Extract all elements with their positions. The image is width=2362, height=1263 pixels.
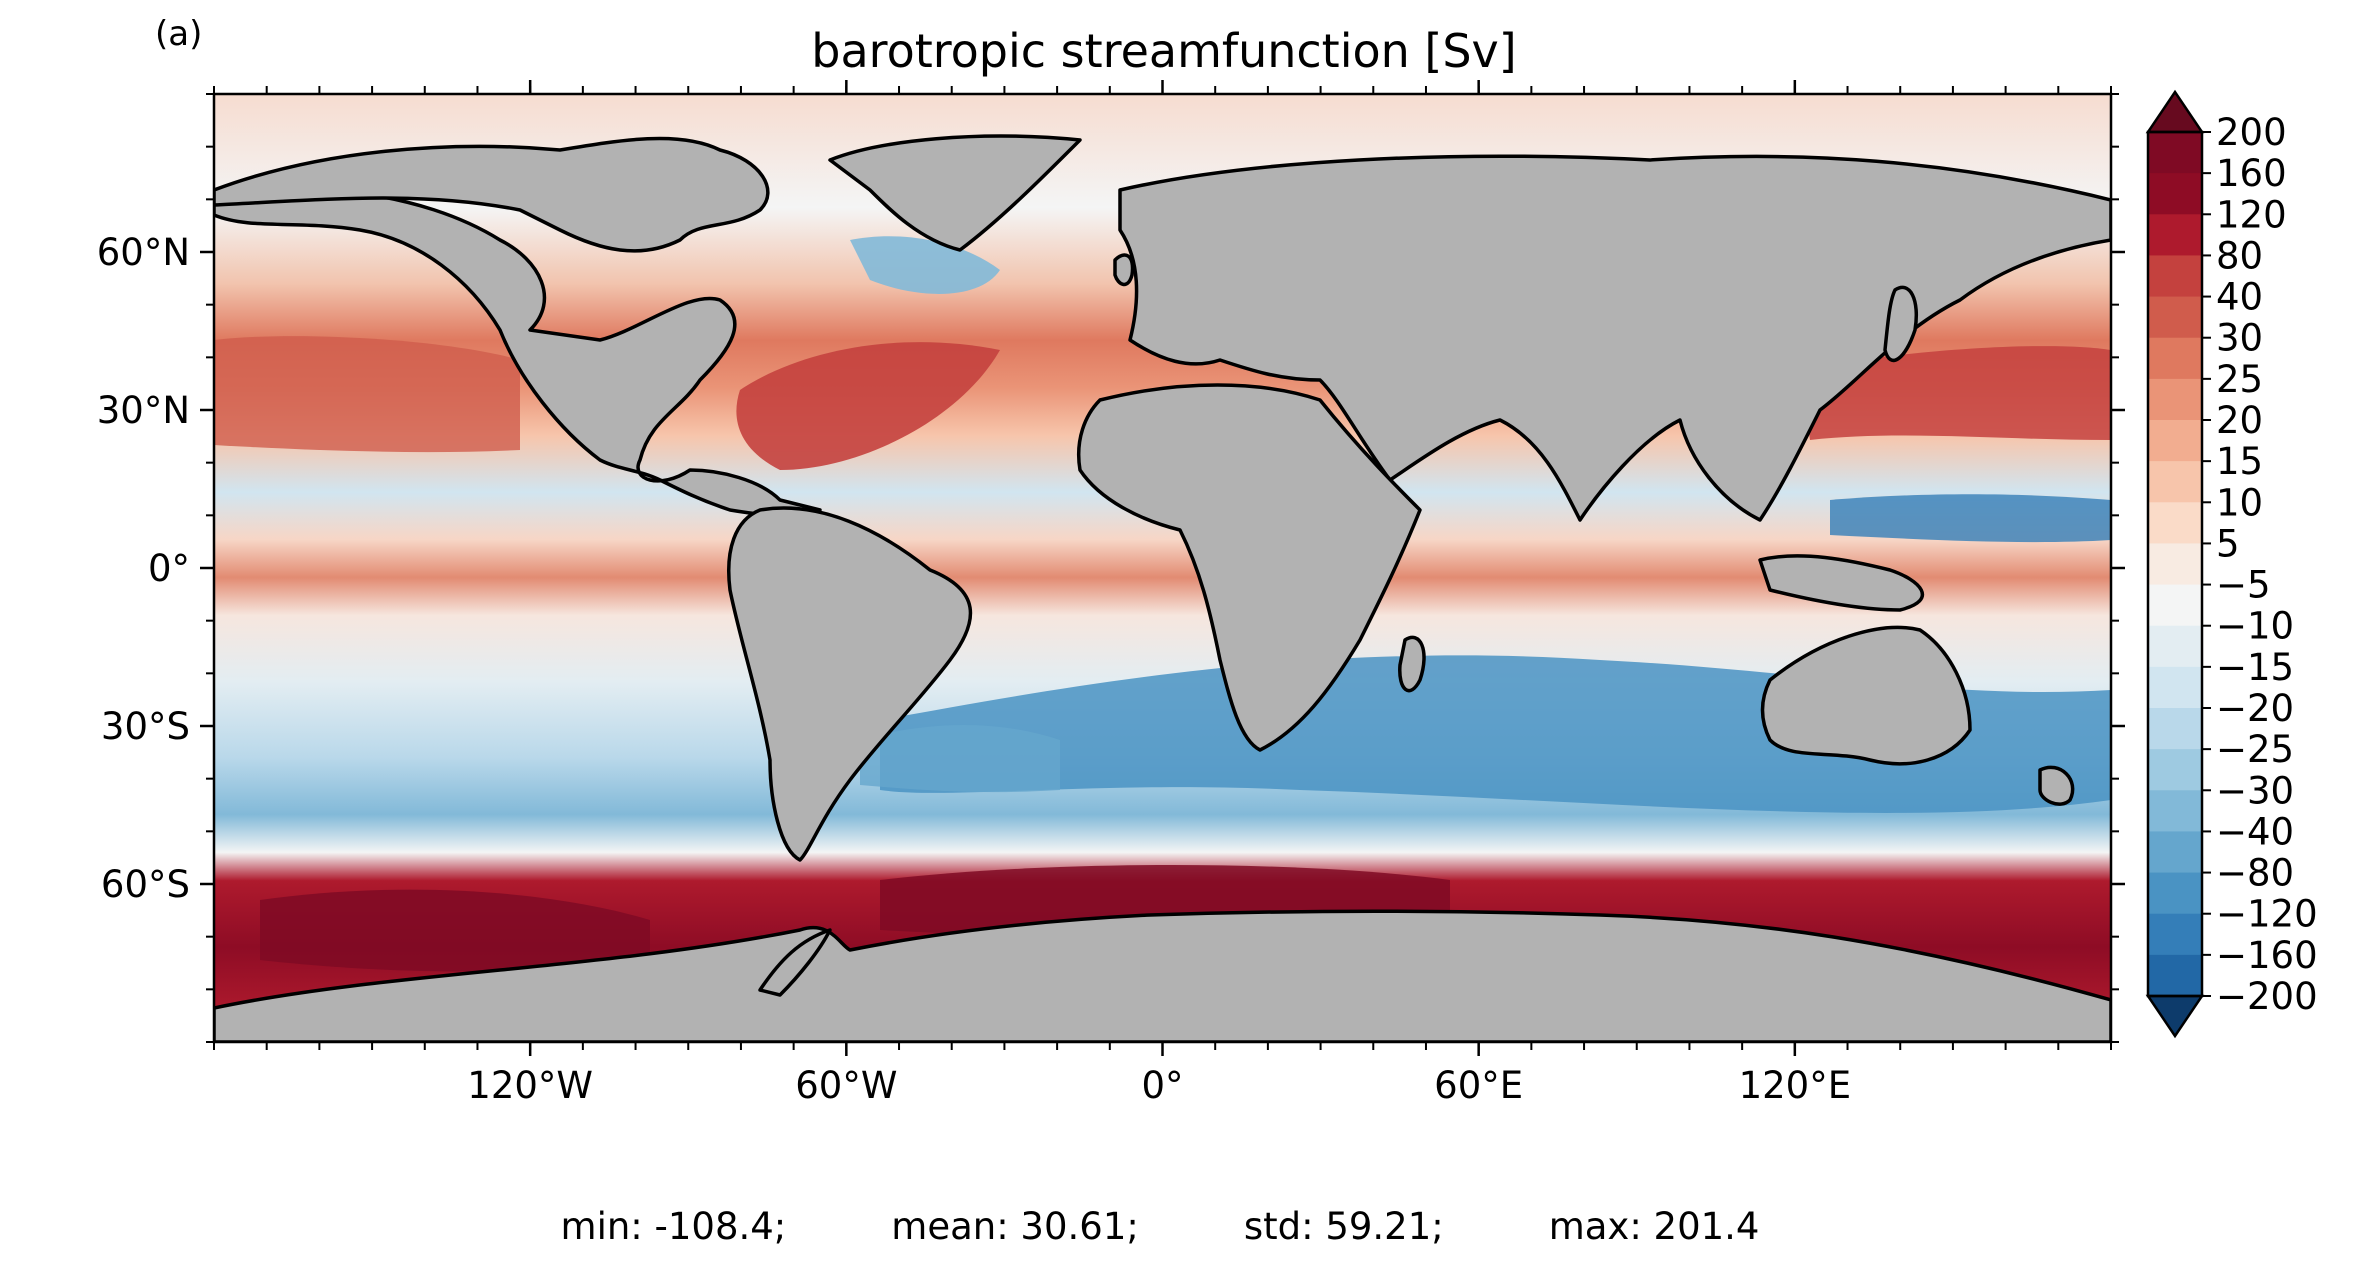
africa <box>1077 383 1422 752</box>
colorbar-tick-label: 80 <box>2216 234 2263 277</box>
madagascar <box>1398 635 1426 693</box>
colorbar-tick-label: 10 <box>2216 481 2263 524</box>
lon-ticks: 120°W 60°W 0° 60°E 120°E <box>213 80 2112 1107</box>
land <box>214 134 2111 1042</box>
colorbar: 200160120804030252015105−5−10−15−20−25−3… <box>2145 89 2318 1039</box>
australia <box>1760 625 1972 766</box>
tropical-pacific-blue <box>1830 494 2111 543</box>
colorbar-tick-label: 160 <box>2216 152 2287 195</box>
map-panel <box>214 94 2111 1042</box>
panel-label: (a) <box>155 14 203 54</box>
colorbar-segment <box>2148 132 2202 174</box>
labrador-sea <box>850 236 1000 294</box>
colorbar-frame <box>2146 130 2204 998</box>
colorbar-tick-label: −200 <box>2216 975 2318 1018</box>
stat-mean: mean: 30.61; <box>891 1205 1139 1248</box>
colorbar-segment <box>2148 954 2202 997</box>
colorbar-segment <box>2148 625 2202 668</box>
colorbar-tick-label: −15 <box>2216 646 2294 689</box>
colorbar-segment <box>2148 337 2202 380</box>
kuroshio <box>1800 346 2111 440</box>
colorbar-tick-label: −80 <box>2216 852 2294 895</box>
stat-max: max: 201.4 <box>1548 1205 1760 1248</box>
lon-tick-label: 60°W <box>795 1064 897 1107</box>
lat-tick-label: 60°N <box>97 231 190 274</box>
colorbar-segment <box>2148 420 2202 462</box>
colorbar-tick-label: −30 <box>2216 769 2294 812</box>
eurasia <box>1118 154 2111 522</box>
colorbar-segment <box>2148 543 2202 586</box>
colorbar-segment <box>2148 296 2202 339</box>
lon-tick-label: 120°E <box>1739 1064 1852 1107</box>
colorbar-segment <box>2148 214 2202 257</box>
new-zealand <box>2038 765 2075 806</box>
south-atlantic-gyre <box>860 725 1060 793</box>
north-america-arctic <box>214 136 770 253</box>
colorbar-tick-label: 25 <box>2216 358 2263 401</box>
colorbar-tick-label: 30 <box>2216 317 2263 360</box>
colorbar-tick-label: −5 <box>2216 564 2271 607</box>
colorbar-tick-label: 15 <box>2216 440 2263 483</box>
colorbar-tick-label: −25 <box>2216 728 2294 771</box>
colorbar-segment <box>2148 666 2202 709</box>
uk <box>1113 253 1135 287</box>
antarctic-peninsula <box>758 928 832 997</box>
colorbar-segment <box>2148 831 2202 874</box>
colorbar-tick-label: −120 <box>2216 893 2318 936</box>
colorbar-tick-label: −160 <box>2216 934 2318 977</box>
lat-tick-label: 0° <box>148 547 190 590</box>
lon-tick-label: 60°E <box>1434 1064 1523 1107</box>
colorbar-tick-label: 20 <box>2216 399 2263 442</box>
greenland <box>828 134 1082 252</box>
colorbar-tick-label: 5 <box>2216 522 2240 565</box>
lon-tick-label: 120°W <box>467 1064 593 1107</box>
colorbar-extend-min <box>2145 994 2205 1039</box>
colorbar-tick-label: 200 <box>2216 111 2287 154</box>
antarctica <box>214 909 2111 1042</box>
colorbar-segment <box>2148 584 2202 627</box>
colorbar-segment <box>2148 461 2202 503</box>
colorbar-tick-label: −20 <box>2216 687 2294 730</box>
colorbar-tick-label: 120 <box>2216 193 2287 236</box>
colorbar-segment <box>2148 173 2202 215</box>
colorbar-segment <box>2148 790 2202 833</box>
colorbar-tick-label: −10 <box>2216 605 2294 648</box>
colorbar-tick-label: 40 <box>2216 276 2263 319</box>
lat-tick-label: 30°N <box>97 389 190 432</box>
north-america <box>214 186 822 518</box>
lon-tick-label: 0° <box>1141 1064 1183 1107</box>
north-pacific-gyre <box>214 336 520 453</box>
colorbar-segment <box>2148 378 2202 421</box>
japan <box>1883 285 1918 363</box>
colorbar-tick-label: −40 <box>2216 810 2294 853</box>
gulf-stream <box>736 342 1000 470</box>
stat-min: min: -108.4; <box>560 1205 787 1248</box>
maritime-continent <box>1758 554 1924 612</box>
map-title: barotropic streamfunction [Sv] <box>811 24 1517 78</box>
stats-line: min: -108.4; mean: 30.61; std: 59.21; ma… <box>561 1205 1760 1248</box>
lat-tick-label: 30°S <box>101 705 190 748</box>
lat-ticks: 60°N 30°N 0° 30°S 60°S <box>97 93 2125 1043</box>
colorbar-extend-max <box>2145 89 2205 134</box>
colorbar-segment <box>2148 708 2202 750</box>
acc-core <box>260 889 650 972</box>
colorbar-segment <box>2148 749 2202 791</box>
stat-std: std: 59.21; <box>1243 1205 1444 1248</box>
colorbar-segment <box>2148 913 2202 956</box>
colorbar-segment <box>2148 255 2202 298</box>
colorbar-segment <box>2148 502 2202 545</box>
south-america <box>727 506 973 862</box>
lat-tick-label: 60°S <box>101 863 190 906</box>
colorbar-segment <box>2148 872 2202 915</box>
